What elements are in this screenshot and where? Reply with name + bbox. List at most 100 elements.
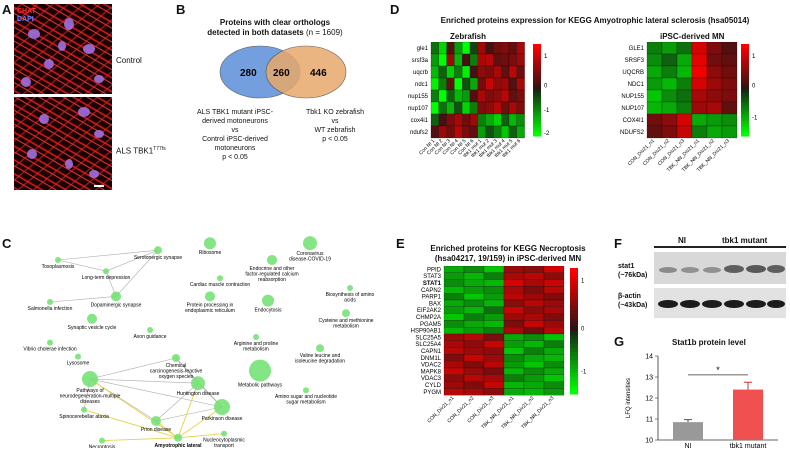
colorbar-step: [741, 71, 749, 76]
colorbar-step: [570, 373, 578, 378]
ipsc-heatmap-cell: [676, 101, 693, 115]
significance-marker: *: [716, 365, 720, 375]
network-node-label: Huntington disease: [177, 391, 220, 397]
colorbar-step: [570, 301, 578, 307]
colorbar-step: [533, 50, 541, 54]
zf-heatmap-gene-label: nup155: [408, 94, 429, 100]
zf-heatmap-cell: [485, 42, 494, 55]
network-edge-als: [101, 437, 179, 442]
ipsc-heatmap-cell: [691, 65, 708, 79]
zf-heatmap-cell: [446, 42, 455, 55]
network-edge-als: [177, 383, 199, 438]
necro-heatmap-cell: [523, 347, 545, 355]
zf-heatmap-cell: [516, 89, 525, 103]
zf-heatmap-cell: [446, 65, 455, 79]
network-edge: [57, 259, 107, 272]
network-edge: [155, 382, 199, 422]
colorbar-step: [741, 132, 749, 137]
zf-heatmap-gene-label: srsf3a: [412, 58, 429, 64]
necro-heatmap-gene-label: CHMP2A: [416, 315, 441, 321]
necro-heatmap-cell: [463, 354, 485, 362]
necro-heatmap-cell: [543, 333, 565, 341]
necro-heatmap-cell: [503, 327, 525, 335]
ipsc-heatmap-cell: [706, 101, 723, 115]
necro-heatmap-cell: [463, 299, 485, 307]
necro-heatmap-cell: [503, 293, 525, 301]
venn-title: Proteins with clear orthologs detected i…: [207, 18, 343, 37]
ipsc-heatmap-cell: [661, 125, 678, 139]
zf-heatmap-cell: [469, 53, 478, 67]
venn-left-count: 280: [240, 68, 257, 79]
network-node-label: Lysosome: [67, 361, 90, 367]
ipsc-heatmap-cell: [646, 125, 663, 139]
necro-heatmap-cell: [443, 266, 465, 273]
panel-letter-c: C: [2, 236, 12, 251]
zf-heatmap-cell: [454, 113, 463, 127]
ipsc-heatmap-cell: [721, 101, 738, 115]
venn-diagram: 280 260 446: [219, 45, 347, 99]
zf-heatmap-cell: [501, 42, 510, 55]
necro-heatmap-cell: [463, 306, 485, 314]
necro-heatmap-cell: [463, 333, 485, 341]
zf-heatmap-cell: [485, 65, 494, 79]
ipsc-heatmap-cell: [691, 101, 708, 115]
necro-heatmap-gene-label: PYGM: [423, 390, 441, 396]
colorbar-tick-label: -1: [581, 369, 587, 375]
necro-heatmap-cell: [543, 279, 565, 287]
zf-heatmap-gene-label: ndufs2: [410, 130, 429, 136]
zf-heatmap-cell: [430, 89, 439, 103]
zf-heatmap-cell: [446, 89, 455, 103]
colorbar-step: [533, 126, 541, 131]
colorbar-step: [741, 99, 749, 103]
network-edge-als: [89, 378, 179, 439]
colorbar-step: [570, 326, 578, 332]
necro-heatmap-cell: [483, 327, 505, 335]
necro-heatmap-cell: [503, 354, 525, 362]
colorbar-step: [533, 62, 541, 66]
colorbar-step: [533, 59, 541, 63]
ipsc-colorbar: 1 0 -1: [741, 44, 758, 137]
zf-heatmap-cell: [501, 89, 510, 103]
necro-heatmap-cell: [503, 313, 525, 321]
necro-heatmap-gene-label: PPID: [427, 267, 442, 273]
colorbar-tick-label: 0: [544, 83, 548, 89]
necro-heatmap-cell: [483, 347, 505, 355]
network-node-label: Amino sugar and nucleotide sugar metaboli…: [275, 394, 337, 406]
ipsc-heatmap-gene-label: COX4I1: [623, 118, 645, 124]
necro-heatmap-cell: [443, 354, 465, 362]
network-edge: [115, 249, 159, 297]
venn-overlap-count: 260: [273, 68, 290, 79]
ipsc-heatmap-cell: [691, 113, 708, 127]
zf-heatmap-cell: [508, 77, 517, 91]
necro-heatmap-cell: [543, 381, 565, 389]
zf-heatmap-cell: [469, 77, 478, 91]
colorbar-step: [570, 280, 578, 286]
zf-heatmap-cell: [493, 101, 502, 115]
necro-heatmap-cell: [443, 374, 465, 382]
colorbar-step: [570, 343, 578, 349]
colorbar-step: [533, 80, 541, 85]
ipsc-heatmap-cell: [646, 101, 663, 115]
ipsc-heatmap-cell: [676, 125, 693, 139]
colorbar-step: [741, 53, 749, 57]
zf-heatmap-cell: [462, 77, 471, 91]
network-edge: [105, 249, 159, 272]
necro-heatmap-cell: [463, 347, 485, 355]
zf-heatmap-cell: [477, 89, 486, 103]
zf-heatmap-cell: [462, 42, 471, 55]
colorbar-step: [570, 318, 578, 324]
network-node: [217, 275, 223, 282]
network-node-label: Prion disease: [141, 427, 172, 433]
network-node-label: Toxoplasmosis: [42, 264, 75, 270]
necro-heatmap-gene-label: SLC25A4: [415, 342, 441, 348]
network-node: [103, 268, 109, 275]
colorbar-step: [570, 385, 578, 391]
network-node-label: Endocrine and other factor-regulated calc…: [245, 266, 298, 283]
ipsc-heatmap-cell: [706, 65, 723, 79]
necro-heatmap-cell: [483, 367, 505, 375]
colorbar-step: [741, 105, 749, 109]
zf-heatmap-cell: [462, 101, 471, 115]
necro-heatmap-cell: [443, 286, 465, 294]
network-node: [47, 299, 53, 305]
zf-heatmap-cell: [454, 125, 463, 139]
